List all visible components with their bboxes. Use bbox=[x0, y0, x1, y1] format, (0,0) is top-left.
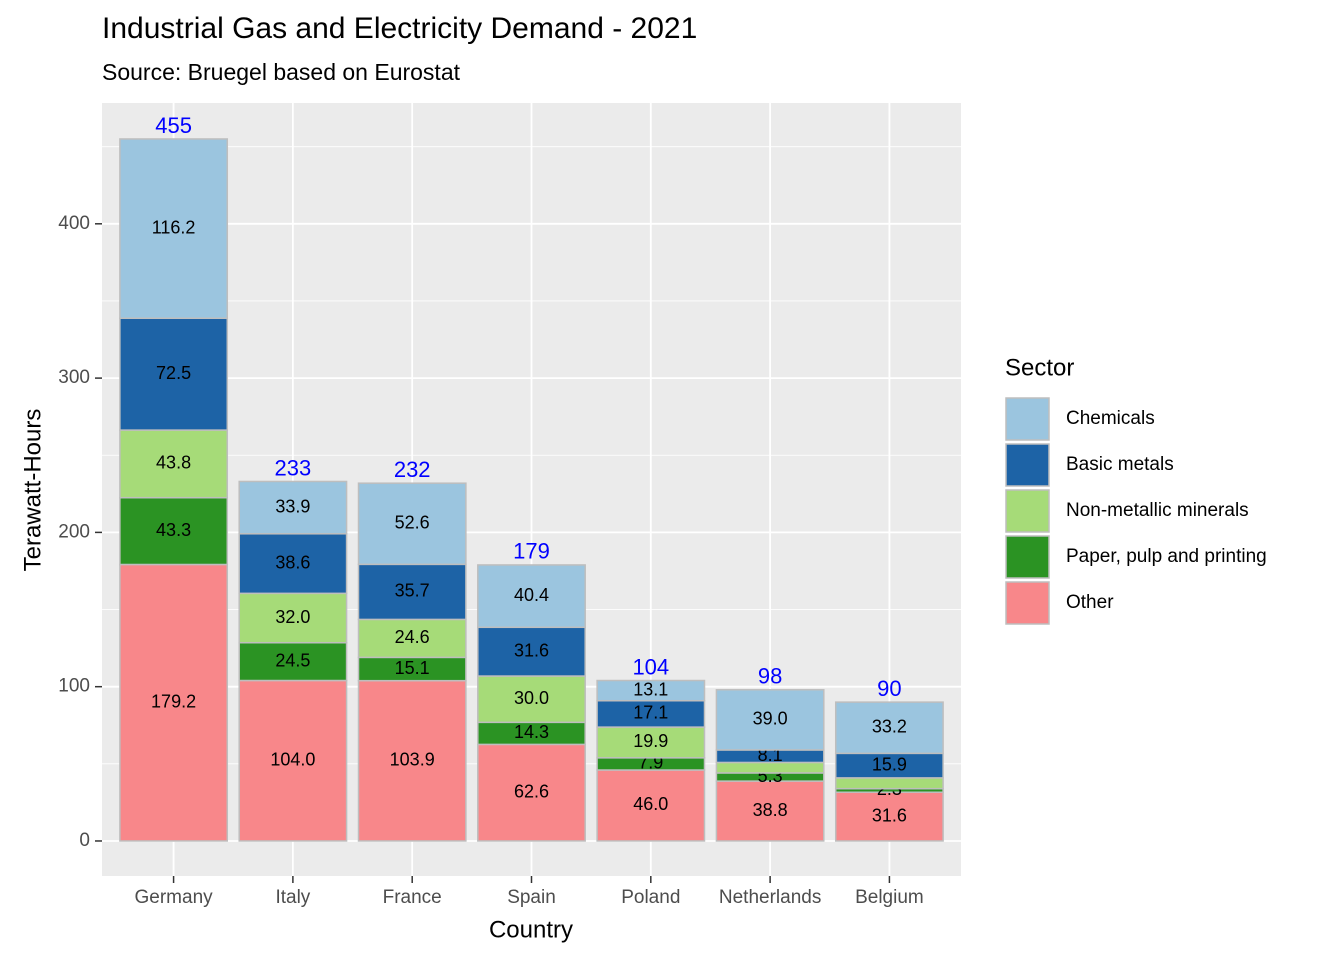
bar-segment bbox=[596, 769, 706, 842]
bar-segment bbox=[477, 564, 586, 629]
chart-subtitle: Source: Bruegel based on Eurostat bbox=[102, 59, 461, 85]
data-label: 19.9 bbox=[633, 731, 668, 751]
total-label: 233 bbox=[275, 455, 312, 480]
y-tick-label: 300 bbox=[58, 367, 90, 388]
data-label: 32.0 bbox=[275, 607, 310, 627]
bar-segment bbox=[834, 752, 944, 779]
x-tick-label: Belgium bbox=[855, 887, 924, 908]
bar-segment bbox=[834, 777, 944, 790]
y-tick-label: 200 bbox=[58, 521, 90, 542]
bar-segment bbox=[834, 701, 944, 755]
x-tick-label: Spain bbox=[507, 887, 556, 908]
bar-segment bbox=[357, 482, 467, 566]
chart-title: Industrial Gas and Electricity Demand - … bbox=[102, 12, 697, 45]
data-label: 62.6 bbox=[514, 781, 549, 801]
x-tick-label: Germany bbox=[135, 887, 214, 908]
data-label: 72.5 bbox=[156, 363, 191, 383]
legend-key bbox=[1005, 581, 1050, 625]
bar-segment bbox=[357, 679, 467, 842]
bar-segment bbox=[477, 743, 586, 842]
data-label: 52.6 bbox=[395, 513, 430, 533]
x-axis-title: Country bbox=[489, 916, 573, 943]
bar-segment bbox=[477, 675, 586, 724]
total-label: 104 bbox=[632, 654, 669, 679]
bar-segment bbox=[596, 726, 706, 759]
legend-label: Other bbox=[1066, 592, 1114, 613]
data-label: 35.7 bbox=[395, 581, 430, 601]
bar-segment bbox=[238, 592, 348, 644]
bar-segment bbox=[357, 563, 467, 621]
bar-segment bbox=[238, 533, 348, 595]
legend-key bbox=[1005, 489, 1050, 533]
bar-segment bbox=[238, 480, 348, 535]
legend-title: Sector bbox=[1005, 354, 1074, 381]
legend-key bbox=[1005, 535, 1050, 579]
data-label: 38.8 bbox=[753, 800, 788, 820]
legend-label: Basic metals bbox=[1066, 454, 1174, 475]
bar-segment bbox=[357, 618, 467, 659]
total-label: 90 bbox=[877, 676, 901, 701]
bar-segment bbox=[119, 317, 229, 431]
legend-label: Chemicals bbox=[1066, 408, 1155, 429]
y-axis-title: Terawatt-Hours bbox=[19, 409, 46, 572]
total-label: 179 bbox=[513, 539, 550, 564]
total-label: 455 bbox=[155, 113, 192, 138]
legend-label: Non-metallic minerals bbox=[1066, 500, 1249, 521]
data-label: 14.3 bbox=[514, 722, 549, 742]
data-label: 31.6 bbox=[514, 640, 549, 660]
bar-segment bbox=[119, 429, 229, 499]
data-label: 46.0 bbox=[633, 794, 668, 814]
data-label: 43.8 bbox=[156, 453, 191, 473]
data-label: 43.3 bbox=[156, 520, 191, 540]
data-label: 24.6 bbox=[395, 627, 430, 647]
data-label: 15.1 bbox=[395, 658, 430, 678]
total-label: 232 bbox=[394, 457, 431, 482]
x-tick-label: Netherlands bbox=[719, 887, 821, 908]
total-label: 98 bbox=[758, 664, 782, 689]
data-label: 116.2 bbox=[152, 217, 196, 237]
data-label: 104.0 bbox=[270, 749, 315, 769]
legend-key bbox=[1005, 443, 1050, 487]
data-label: 13.1 bbox=[633, 679, 668, 699]
bar-segment bbox=[596, 679, 706, 702]
bar-segment bbox=[715, 689, 825, 751]
data-label: 40.4 bbox=[514, 585, 549, 605]
y-tick-label: 100 bbox=[58, 676, 90, 697]
data-label: 39.0 bbox=[753, 709, 788, 729]
data-label: 17.1 bbox=[633, 703, 668, 723]
data-label: 30.0 bbox=[514, 688, 549, 708]
y-tick-label: 400 bbox=[58, 213, 90, 234]
bar-segment bbox=[119, 563, 229, 842]
data-label: 38.6 bbox=[275, 552, 310, 572]
data-label: 33.2 bbox=[872, 716, 907, 736]
x-tick-label: Poland bbox=[621, 887, 680, 908]
x-tick-label: Italy bbox=[275, 887, 310, 908]
bar-segment bbox=[596, 699, 706, 728]
legend-key bbox=[1005, 397, 1050, 441]
x-tick-label: France bbox=[383, 887, 442, 908]
bar-segment bbox=[477, 626, 586, 677]
legend-label: Paper, pulp and printing bbox=[1066, 546, 1267, 567]
data-label: 15.9 bbox=[872, 754, 907, 774]
data-label: 103.9 bbox=[390, 750, 435, 770]
bar-segment bbox=[119, 138, 229, 319]
data-label: 33.9 bbox=[275, 496, 310, 516]
data-label: 31.6 bbox=[872, 805, 907, 825]
bar-segment bbox=[119, 496, 229, 566]
bar-segment bbox=[834, 791, 944, 842]
data-label: 24.5 bbox=[275, 650, 310, 670]
y-tick-label: 0 bbox=[79, 830, 90, 851]
data-label: 179.2 bbox=[151, 691, 196, 711]
bar-segment bbox=[238, 641, 348, 682]
bar-segment bbox=[238, 679, 348, 842]
